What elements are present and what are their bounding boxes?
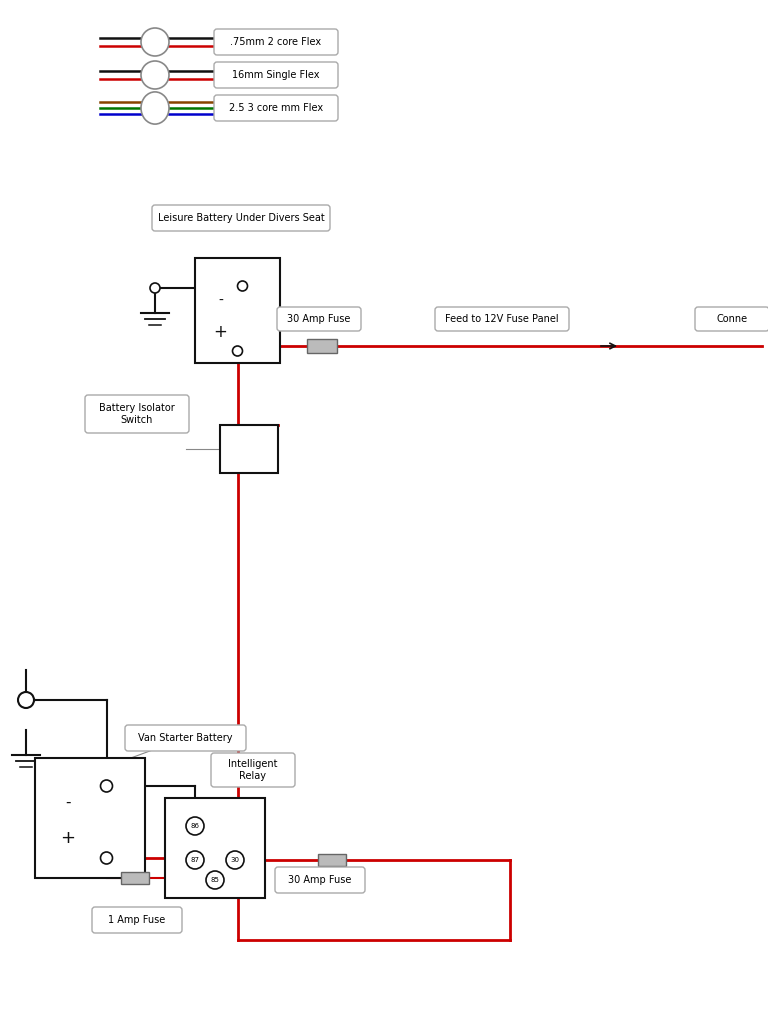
- Bar: [307, 339, 337, 353]
- Circle shape: [206, 871, 224, 889]
- Text: Battery Isolator
Switch: Battery Isolator Switch: [99, 403, 175, 425]
- Text: 16mm Single Flex: 16mm Single Flex: [232, 70, 319, 80]
- FancyBboxPatch shape: [214, 29, 338, 55]
- Circle shape: [18, 692, 34, 708]
- Circle shape: [233, 346, 243, 356]
- Circle shape: [150, 283, 160, 293]
- Text: +: +: [61, 829, 75, 847]
- FancyBboxPatch shape: [277, 307, 361, 331]
- FancyBboxPatch shape: [152, 205, 330, 231]
- Text: 30 Amp Fuse: 30 Amp Fuse: [287, 314, 351, 324]
- Text: 86: 86: [190, 823, 200, 829]
- Text: Intelligent
Relay: Intelligent Relay: [228, 759, 278, 780]
- Text: -: -: [218, 294, 223, 308]
- Text: +: +: [214, 323, 227, 341]
- Bar: [35, 758, 145, 878]
- FancyBboxPatch shape: [275, 867, 365, 893]
- Circle shape: [186, 817, 204, 835]
- FancyBboxPatch shape: [214, 62, 338, 88]
- Text: 30: 30: [230, 857, 240, 863]
- Circle shape: [101, 852, 112, 864]
- Ellipse shape: [141, 92, 169, 124]
- FancyBboxPatch shape: [92, 907, 182, 933]
- Text: 30 Amp Fuse: 30 Amp Fuse: [288, 874, 352, 885]
- Circle shape: [226, 851, 244, 869]
- Ellipse shape: [141, 61, 169, 89]
- Bar: [220, 425, 278, 473]
- Text: 85: 85: [210, 877, 220, 883]
- FancyBboxPatch shape: [125, 725, 246, 751]
- Circle shape: [237, 281, 247, 291]
- Text: Van Starter Battery: Van Starter Battery: [138, 733, 233, 743]
- Ellipse shape: [141, 28, 169, 56]
- Text: Feed to 12V Fuse Panel: Feed to 12V Fuse Panel: [445, 314, 559, 324]
- Text: Leisure Battery Under Divers Seat: Leisure Battery Under Divers Seat: [157, 213, 324, 223]
- Circle shape: [186, 851, 204, 869]
- Bar: [195, 258, 280, 362]
- FancyBboxPatch shape: [214, 95, 338, 121]
- Text: Conne: Conne: [717, 314, 747, 324]
- Text: 2.5 3 core mm Flex: 2.5 3 core mm Flex: [229, 103, 323, 113]
- Bar: [318, 854, 346, 866]
- Bar: [165, 798, 265, 898]
- FancyBboxPatch shape: [211, 753, 295, 787]
- Text: 87: 87: [190, 857, 200, 863]
- FancyBboxPatch shape: [85, 395, 189, 433]
- FancyBboxPatch shape: [435, 307, 569, 331]
- FancyBboxPatch shape: [695, 307, 768, 331]
- Text: 1 Amp Fuse: 1 Amp Fuse: [108, 915, 166, 925]
- Text: -: -: [65, 795, 71, 810]
- Bar: [121, 872, 149, 884]
- Text: .75mm 2 core Flex: .75mm 2 core Flex: [230, 37, 322, 47]
- Circle shape: [101, 780, 112, 792]
